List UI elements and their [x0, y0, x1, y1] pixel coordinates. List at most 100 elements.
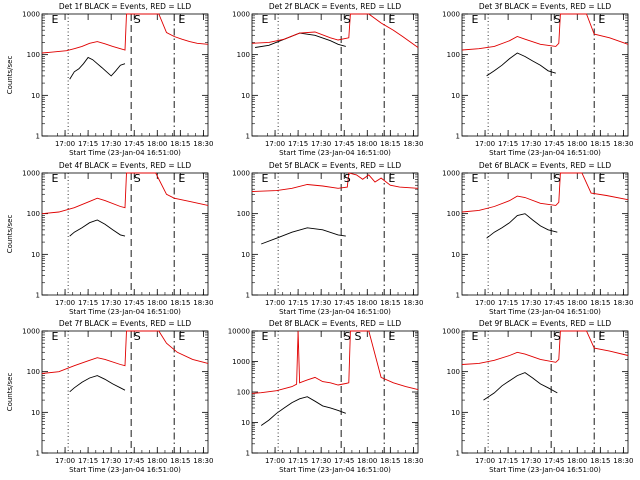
x-tick-label: 18:15: [380, 299, 400, 307]
x-axis-label: Start Time (23-Jan-04 16:51:00): [69, 466, 181, 474]
x-tick-label: 18:15: [170, 140, 190, 148]
y-tick-label: 100: [237, 51, 250, 59]
x-tick-label: 17:45: [334, 457, 354, 465]
y-tick-label: 1000: [22, 170, 40, 178]
y-tick-label: 1: [246, 133, 250, 141]
y-tick-label: 10: [241, 92, 250, 100]
x-tick-label: 17:15: [498, 299, 518, 307]
x-tick-label: 18:00: [147, 457, 167, 465]
x-tick-label: 17:00: [475, 299, 495, 307]
x-tick-label: 17:15: [288, 299, 308, 307]
y-axis-label: Counts/sec: [6, 56, 14, 95]
x-tick-label: 17:00: [55, 140, 75, 148]
event-mark-label: E: [598, 172, 605, 185]
x-tick-label: 18:15: [170, 299, 190, 307]
x-tick-label: 18:15: [590, 457, 610, 465]
y-tick-label: 10: [31, 409, 40, 417]
y-tick-label: 1000: [232, 358, 250, 366]
x-tick-label: 18:00: [357, 299, 377, 307]
event-mark-label: E: [52, 330, 59, 343]
y-tick-label: 1000: [232, 11, 250, 19]
x-tick-label: 18:30: [193, 299, 213, 307]
event-mark-label: E: [262, 330, 269, 343]
panel-8: Det 8f BLACK = Events, RED = LLD 1 10 100 10…: [228, 319, 424, 474]
plot-frame: [41, 172, 209, 296]
y-tick-label: 10: [241, 251, 250, 259]
panel-title: Det 5f BLACK = Events, RED = LLD: [269, 161, 402, 170]
y-tick-label: 10: [31, 92, 40, 100]
x-tick-label: 17:45: [544, 457, 564, 465]
lld-series-line: [461, 13, 629, 51]
x-tick-label: 18:00: [357, 457, 377, 465]
x-tick-label: 18:00: [147, 140, 167, 148]
y-tick-label: 100: [447, 368, 460, 376]
x-tick-label: 17:30: [521, 457, 541, 465]
x-tick-label: 17:30: [101, 457, 121, 465]
panel-title: Det 8f BLACK = Events, RED = LLD: [269, 319, 402, 328]
events-series-line: [69, 219, 126, 237]
y-axis-label: Counts/sec: [6, 215, 14, 254]
panel-7: Det 7f BLACK = Events, RED = LLD 1 10 100 10…: [6, 319, 213, 474]
plot-frame: [251, 172, 419, 296]
y-tick-label: 100: [447, 51, 460, 59]
lld-series-line: [461, 172, 629, 213]
panel-6: Det 6f BLACK = Events, RED = LLD 1 10 100 10…: [442, 161, 633, 316]
panel-9: Det 9f BLACK = Events, RED = LLD 1 10 100 10…: [442, 319, 633, 474]
x-tick-label: 17:00: [265, 299, 285, 307]
event-mark-label: E: [52, 172, 59, 185]
panel-4: Det 4f BLACK = Events, RED = LLD 1 10 100 10…: [6, 161, 213, 316]
y-tick-label: 10: [451, 92, 460, 100]
x-tick-label: 17:45: [334, 299, 354, 307]
event-mark-label: S: [344, 330, 351, 343]
x-axis-label: Start Time (23-Jan-04 16:51:00): [279, 308, 391, 316]
event-mark-label: S: [344, 13, 351, 26]
x-tick-label: 17:30: [311, 457, 331, 465]
plot-frame: [41, 13, 209, 137]
plot-frame: [251, 330, 419, 454]
event-mark-label: E: [472, 13, 479, 26]
x-tick-label: 18:30: [613, 457, 633, 465]
panel-title: Det 7f BLACK = Events, RED = LLD: [59, 319, 192, 328]
event-mark-label: E: [598, 330, 605, 343]
y-tick-label: 10: [241, 419, 250, 427]
x-tick-label: 18:00: [357, 140, 377, 148]
y-tick-label: 1: [246, 292, 250, 300]
event-mark-label: E: [388, 172, 395, 185]
lld-series-line: [251, 330, 419, 394]
y-tick-label: 1000: [442, 11, 460, 19]
x-tick-label: 18:30: [403, 299, 423, 307]
x-tick-label: 17:30: [521, 140, 541, 148]
x-tick-label: 17:15: [78, 140, 98, 148]
y-tick-label: 100: [447, 210, 460, 218]
x-tick-label: 18:30: [613, 299, 633, 307]
x-tick-label: 17:30: [311, 299, 331, 307]
x-tick-label: 18:00: [567, 457, 587, 465]
plot-frame: [461, 330, 629, 454]
event-mark-label: E: [178, 13, 185, 26]
x-tick-label: 17:45: [124, 140, 144, 148]
event-mark-label: S: [355, 330, 362, 343]
event-mark-label: E: [472, 330, 479, 343]
y-tick-label: 1: [36, 292, 40, 300]
event-mark-label: S: [134, 330, 141, 343]
x-tick-label: 17:30: [101, 299, 121, 307]
x-tick-label: 18:00: [567, 140, 587, 148]
x-axis-label: Start Time (23-Jan-04 16:51:00): [489, 308, 601, 316]
x-axis-label: Start Time (23-Jan-04 16:51:00): [279, 149, 391, 157]
y-tick-label: 1: [246, 450, 250, 458]
events-series-line: [69, 375, 126, 393]
event-mark-label: S: [554, 330, 561, 343]
x-tick-label: 18:30: [403, 457, 423, 465]
x-tick-label: 18:30: [613, 140, 633, 148]
x-tick-label: 18:15: [590, 140, 610, 148]
plot-frame: [41, 330, 209, 454]
y-tick-label: 1: [36, 450, 40, 458]
y-tick-label: 100: [27, 368, 40, 376]
panel-1: Det 1f BLACK = Events, RED = LLD 1 10 100 10…: [6, 2, 213, 157]
x-tick-label: 18:15: [380, 457, 400, 465]
events-series-line: [260, 396, 346, 426]
y-tick-label: 1000: [232, 170, 250, 178]
event-mark-label: E: [388, 330, 395, 343]
y-tick-label: 10000: [228, 328, 250, 336]
